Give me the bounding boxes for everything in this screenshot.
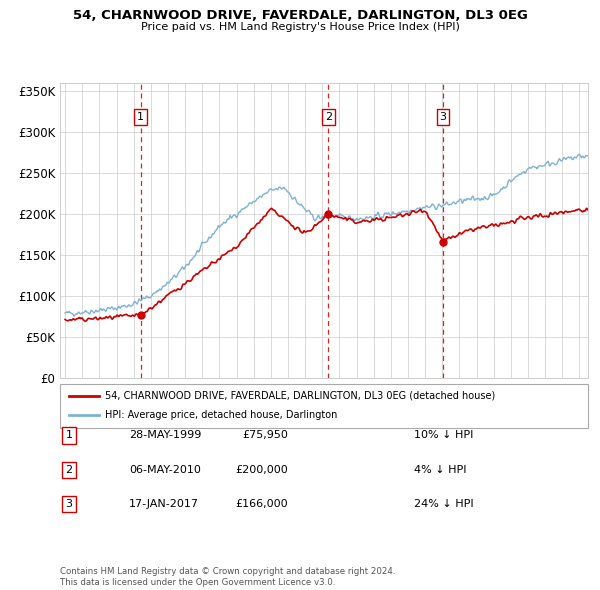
- Text: 2: 2: [65, 465, 73, 474]
- Text: This data is licensed under the Open Government Licence v3.0.: This data is licensed under the Open Gov…: [60, 578, 335, 588]
- Text: £75,950: £75,950: [242, 431, 288, 440]
- Text: 4% ↓ HPI: 4% ↓ HPI: [414, 465, 467, 474]
- Text: £166,000: £166,000: [235, 499, 288, 509]
- Text: £200,000: £200,000: [235, 465, 288, 474]
- Text: HPI: Average price, detached house, Darlington: HPI: Average price, detached house, Darl…: [105, 411, 337, 420]
- Text: 1: 1: [137, 112, 144, 122]
- Text: 54, CHARNWOOD DRIVE, FAVERDALE, DARLINGTON, DL3 0EG: 54, CHARNWOOD DRIVE, FAVERDALE, DARLINGT…: [73, 9, 527, 22]
- Text: 1: 1: [65, 431, 73, 440]
- Text: Price paid vs. HM Land Registry's House Price Index (HPI): Price paid vs. HM Land Registry's House …: [140, 22, 460, 32]
- Text: 24% ↓ HPI: 24% ↓ HPI: [414, 499, 473, 509]
- Text: 2: 2: [325, 112, 332, 122]
- Text: 3: 3: [65, 499, 73, 509]
- Text: 54, CHARNWOOD DRIVE, FAVERDALE, DARLINGTON, DL3 0EG (detached house): 54, CHARNWOOD DRIVE, FAVERDALE, DARLINGT…: [105, 391, 495, 401]
- Text: 06-MAY-2010: 06-MAY-2010: [129, 465, 201, 474]
- Text: 10% ↓ HPI: 10% ↓ HPI: [414, 431, 473, 440]
- Text: 3: 3: [440, 112, 446, 122]
- Text: Contains HM Land Registry data © Crown copyright and database right 2024.: Contains HM Land Registry data © Crown c…: [60, 566, 395, 576]
- Text: 17-JAN-2017: 17-JAN-2017: [129, 499, 199, 509]
- Text: 28-MAY-1999: 28-MAY-1999: [129, 431, 202, 440]
